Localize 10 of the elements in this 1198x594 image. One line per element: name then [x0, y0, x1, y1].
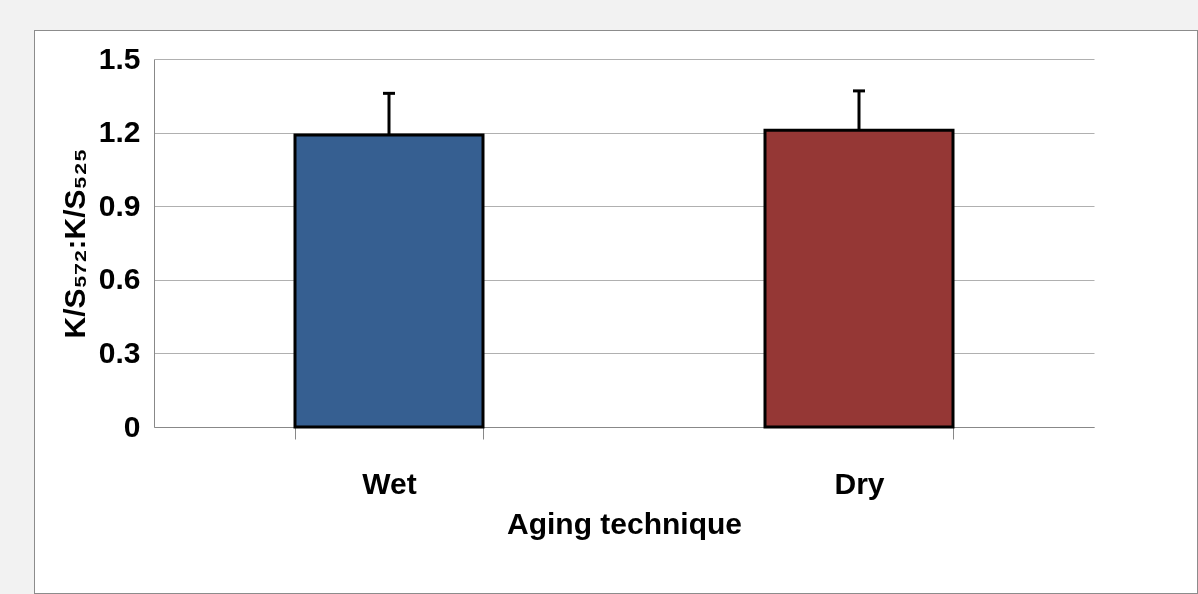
y-tick-label: 0: [123, 409, 141, 443]
y-tick-label: 0.9: [98, 188, 141, 222]
x-tick-label: Dry: [834, 466, 885, 500]
x-axis-title: Aging technique: [507, 506, 742, 540]
y-tick-label: 1.5: [98, 41, 141, 75]
y-tick-label: 0.3: [98, 335, 141, 369]
x-tick-label: Wet: [362, 466, 417, 500]
y-tick-label: 1.2: [98, 115, 141, 149]
y-axis-title: K/S₅₇₂:K/S₅₂₅: [57, 148, 91, 339]
y-tick-label: 0.6: [98, 262, 141, 296]
